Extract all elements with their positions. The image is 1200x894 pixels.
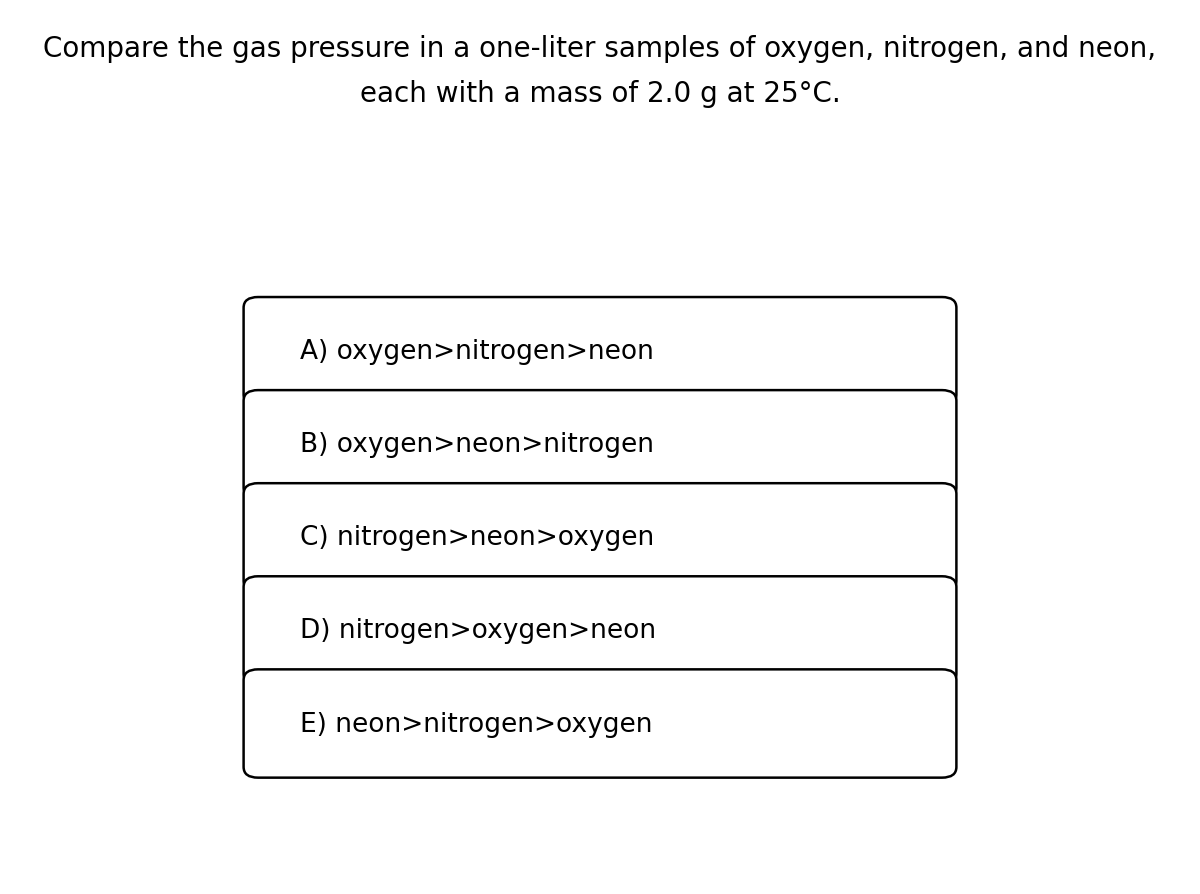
Text: E) neon>nitrogen>oxygen: E) neon>nitrogen>oxygen (300, 711, 653, 737)
FancyBboxPatch shape (244, 298, 956, 406)
FancyBboxPatch shape (244, 577, 956, 685)
FancyBboxPatch shape (244, 391, 956, 499)
Text: C) nitrogen>neon>oxygen: C) nitrogen>neon>oxygen (300, 525, 654, 551)
Text: D) nitrogen>oxygen>neon: D) nitrogen>oxygen>neon (300, 618, 656, 644)
Text: B) oxygen>neon>nitrogen: B) oxygen>neon>nitrogen (300, 432, 654, 458)
Text: Compare the gas pressure in a one-liter samples of oxygen, nitrogen, and neon,: Compare the gas pressure in a one-liter … (43, 35, 1157, 63)
Text: A) oxygen>nitrogen>neon: A) oxygen>nitrogen>neon (300, 339, 654, 365)
FancyBboxPatch shape (244, 484, 956, 592)
Text: each with a mass of 2.0 g at 25°C.: each with a mass of 2.0 g at 25°C. (360, 80, 840, 108)
FancyBboxPatch shape (244, 670, 956, 778)
